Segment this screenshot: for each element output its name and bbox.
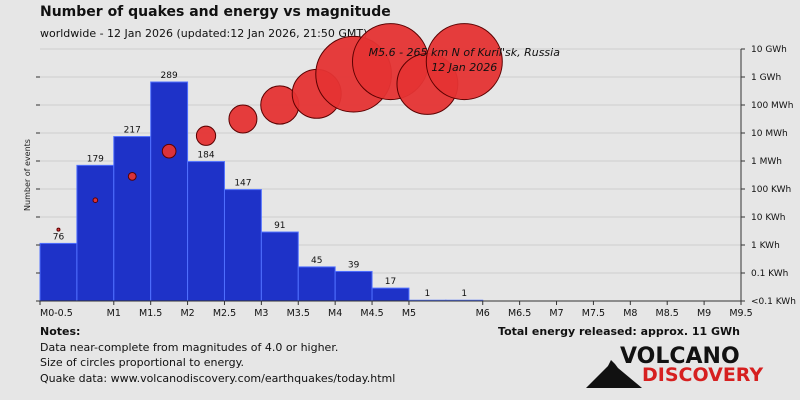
x-tick-label: M2	[180, 308, 194, 319]
x-tick-label: M8.5	[656, 308, 679, 319]
volcano-mountain-icon	[586, 360, 642, 388]
bar-value-label: 179	[87, 154, 104, 164]
bar-value-label: 184	[197, 151, 214, 161]
bar-value-label: 217	[124, 126, 141, 136]
notes-block: Notes: Data near-complete from magnitude…	[40, 324, 395, 386]
axes-layer: M0-0.5 M1 M1.5 M2 M2.5 M3 M3.5 M4 M4.5 M5 M6 M6.5 M7…	[36, 45, 796, 319]
annotation-line2: 12 Jan 2026	[431, 61, 497, 74]
bar-M0.5-1	[76, 164, 115, 302]
y-axis-label: Number of events	[23, 139, 32, 211]
bar-labels-layer: 76 179 217 289 184 147 91 45 39 17 1 1	[53, 71, 467, 299]
x-tick-label: M1.5	[139, 308, 162, 319]
right-tick-label: 1 KWh	[751, 241, 780, 251]
energy-circle	[425, 23, 503, 101]
annotation-line1: M5.6 - 265 km N of Kuril'sk, Russia	[369, 46, 561, 59]
bar-M2-2.5	[187, 161, 225, 302]
right-tick-label: 10 MWh	[751, 129, 788, 139]
energy-circle	[195, 125, 217, 146]
x-tick-label: M4.5	[360, 308, 383, 319]
right-tick-label: 1 MWh	[751, 157, 782, 167]
x-tick-label: M2.5	[213, 308, 236, 319]
volcanodiscovery-logo[interactable]: VOLCANO DISCOVERY	[584, 344, 764, 390]
x-tick-label: M5	[402, 308, 416, 319]
total-energy-text: Total energy released: approx. 11 GWh	[498, 325, 740, 338]
energy-circle	[228, 104, 258, 134]
x-tick-label: M6.5	[508, 308, 531, 319]
energy-circle	[92, 197, 99, 204]
bar-value-label: 147	[234, 179, 251, 189]
notes-line-circles: Size of circles proportional to energy.	[40, 356, 245, 369]
bar-value-label: 39	[348, 260, 360, 270]
chart-title: Number of quakes and energy vs magnitude	[40, 4, 391, 20]
notes-heading: Notes:	[40, 325, 81, 338]
x-tick-label: M9.5	[729, 308, 752, 319]
bar-M1-1.5	[113, 136, 152, 302]
x-tick-label: M7.5	[582, 308, 605, 319]
x-tick-label: M1	[107, 308, 121, 319]
bar-value-label: 91	[274, 221, 285, 231]
bar-M4-4.5	[334, 270, 373, 302]
x-tick-label: M3.5	[287, 308, 310, 319]
right-tick-label: 10 KWh	[751, 213, 786, 223]
x-tick-label: M7	[549, 308, 563, 319]
x-tick-label: M4	[328, 308, 342, 319]
energy-circle	[127, 171, 137, 181]
bar-M1.5-2	[150, 81, 189, 302]
right-tick-label: <0.1 KWh	[751, 297, 796, 307]
notes-line-completeness: Data near-complete from magnitudes of 4.…	[40, 340, 339, 354]
x-tick-label: M3	[254, 308, 268, 319]
bar-value-label: 17	[385, 277, 396, 287]
right-tick-label: 1 GWh	[751, 73, 781, 83]
notes-line-source: Quake data: www.volcanodiscovery.com/ear…	[40, 371, 396, 385]
right-tick-label: 0.1 KWh	[751, 269, 788, 279]
bar-M3-3.5	[260, 231, 299, 302]
x-tick-label: M0-0.5	[40, 308, 73, 319]
x-tick-label: M6	[476, 308, 490, 319]
chart-subtitle: worldwide - 12 Jan 2026 (updated:12 Jan …	[40, 27, 368, 40]
energy-circle	[161, 143, 177, 159]
x-tick-label: M8	[623, 308, 637, 319]
bar-M2.5-3	[223, 189, 262, 302]
bar-value-label: 76	[53, 232, 65, 242]
x-tick-label: M9	[697, 308, 711, 319]
right-tick-label: 10 GWh	[751, 45, 787, 55]
bar-value-label: 45	[311, 256, 322, 266]
bar-value-label: 1	[425, 289, 431, 299]
logo-word-discovery: DISCOVERY	[642, 364, 764, 386]
energy-circles-layer	[56, 23, 503, 232]
bar-value-label: 1	[461, 289, 467, 299]
energy-circle	[56, 227, 61, 232]
right-tick-label: 100 KWh	[751, 185, 791, 195]
bars-layer	[39, 81, 484, 302]
bar-value-label: 289	[161, 71, 178, 81]
logo-word-volcano: VOLCANO	[620, 344, 740, 369]
bar-M0-0.5	[39, 242, 78, 302]
bar-M3.5-4	[297, 266, 336, 302]
right-tick-label: 100 MWh	[751, 101, 793, 111]
bar-M4.5-5	[371, 287, 410, 302]
